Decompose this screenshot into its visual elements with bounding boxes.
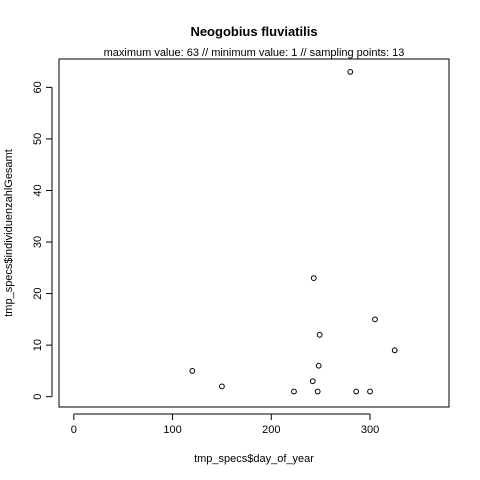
y-axis-label: tmp_specs$individuenzahlGesamt	[3, 149, 15, 317]
data-point	[291, 388, 297, 395]
data-point	[391, 347, 398, 354]
y-tick-label: 60	[32, 81, 44, 93]
data-point	[310, 275, 317, 282]
data-point	[315, 362, 322, 369]
x-tick-label: 200	[262, 424, 280, 436]
data-point	[316, 331, 323, 338]
data-point	[367, 388, 373, 395]
x-tick-label: 100	[163, 424, 181, 436]
x-axis: 0 100 200 300	[71, 413, 379, 436]
data-point	[314, 388, 321, 395]
x-tick-label: 300	[361, 424, 379, 436]
data-points	[189, 68, 398, 395]
data-point	[372, 316, 378, 323]
x-tick-label: 0	[71, 424, 77, 436]
data-point	[353, 388, 360, 395]
y-tick-label: 0	[32, 394, 44, 400]
y-tick-label: 50	[32, 133, 44, 145]
chart-title: Neogobius fluviatilis	[190, 24, 317, 39]
plot-area-frame	[58, 58, 450, 408]
y-tick-label: 20	[32, 287, 44, 299]
data-point	[347, 68, 354, 75]
y-tick-label: 30	[32, 236, 44, 248]
data-point	[219, 383, 225, 390]
y-tick-label: 40	[32, 184, 44, 196]
chart-subtitle: maximum value: 63 // minimum value: 1 //…	[104, 47, 405, 59]
data-point	[309, 378, 316, 385]
y-tick-label: 10	[32, 339, 44, 351]
y-axis: 0 10 20 30 40 50 60	[32, 81, 53, 400]
x-axis-label: tmp_specs$day_of_year	[194, 453, 314, 465]
data-point	[189, 368, 196, 374]
